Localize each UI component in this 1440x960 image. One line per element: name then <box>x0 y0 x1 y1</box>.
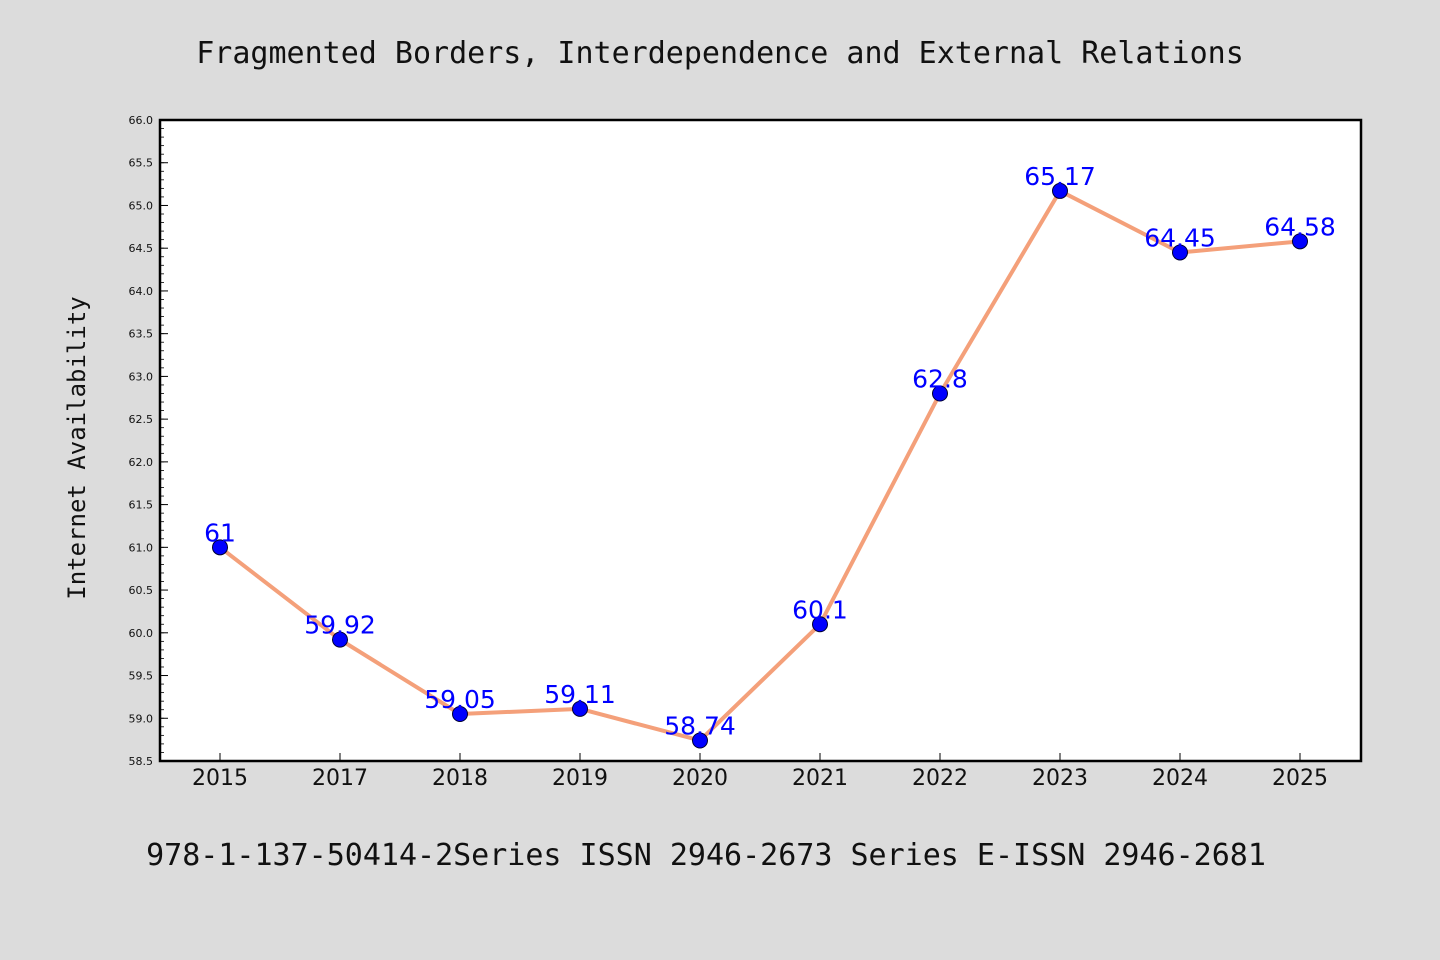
data-label: 59.11 <box>544 680 616 709</box>
y-tick-label: 58.5 <box>129 755 154 768</box>
y-tick-label: 59.5 <box>129 670 154 683</box>
data-label: 62.8 <box>912 364 968 393</box>
data-label: 64.45 <box>1144 223 1216 252</box>
y-tick-label: 60.0 <box>129 627 154 640</box>
y-tick-label: 62.0 <box>129 456 154 469</box>
data-label: 61 <box>204 518 236 547</box>
data-point <box>932 385 948 402</box>
y-axis-label: Internet Availability <box>63 296 91 599</box>
y-tick-label: 61.0 <box>129 541 154 554</box>
data-point <box>452 705 468 722</box>
data-point <box>1172 244 1188 261</box>
y-tick-label: 60.5 <box>129 584 154 597</box>
plot-area <box>158 118 1363 763</box>
y-tick-label: 64.5 <box>129 242 154 255</box>
data-label: 59.92 <box>304 611 376 640</box>
x-tick-label: 2025 <box>1272 766 1328 791</box>
data-point <box>332 631 348 648</box>
data-label: 65.17 <box>1024 162 1096 191</box>
y-tick-label: 65.5 <box>129 157 154 170</box>
series-line-group <box>212 182 1308 749</box>
y-tick-label: 62.5 <box>129 413 154 426</box>
x-tick-label: 2015 <box>192 766 248 791</box>
data-label: 58.74 <box>664 711 736 740</box>
x-tick-label: 2021 <box>792 766 848 791</box>
y-tick-label: 59.0 <box>129 712 154 725</box>
x-tick-label: 2019 <box>552 766 608 791</box>
y-tick-label: 64.0 <box>129 285 154 298</box>
data-point <box>572 700 588 717</box>
x-tick-label: 2022 <box>912 766 968 791</box>
y-tick-label: 63.5 <box>129 328 154 341</box>
x-tick-label: 2017 <box>312 766 368 791</box>
x-tick-label: 2023 <box>1032 766 1088 791</box>
data-point <box>1052 182 1068 199</box>
x-tick-label: 2018 <box>432 766 488 791</box>
x-axis: 2015 2017 2018 2019 2020 2021 2022 2023 2024 2025 <box>192 753 1328 791</box>
data-point <box>692 732 708 749</box>
y-tick-label: 63.0 <box>129 370 154 383</box>
data-label: 59.05 <box>424 685 496 714</box>
data-point <box>1292 233 1308 250</box>
x-tick-label: 2020 <box>672 766 728 791</box>
y-axis: 58.5 59.0 59.5 60.0 60.5 61.0 61.5 62.0 62.5 63.0… <box>129 114 168 768</box>
chart-title: Fragmented Borders, Interdependence and … <box>196 36 1244 71</box>
x-tick-label: 2024 <box>1152 766 1208 791</box>
y-tick-label: 66.0 <box>129 114 154 127</box>
data-labels: 61 59.92 59.05 59.11 58.74 60.1 62.8 65.17 64.45… <box>204 162 1336 741</box>
y-tick-label: 65.0 <box>129 199 154 212</box>
data-label: 64.58 <box>1264 212 1336 241</box>
data-point <box>812 616 828 633</box>
series-line <box>218 188 1302 743</box>
data-point <box>212 539 228 556</box>
data-label: 60.1 <box>792 595 848 624</box>
footer-isbn-text: 978-1-137-50414-2Series ISSN 2946-2673 S… <box>146 838 1266 873</box>
y-tick-label: 61.5 <box>129 499 154 512</box>
